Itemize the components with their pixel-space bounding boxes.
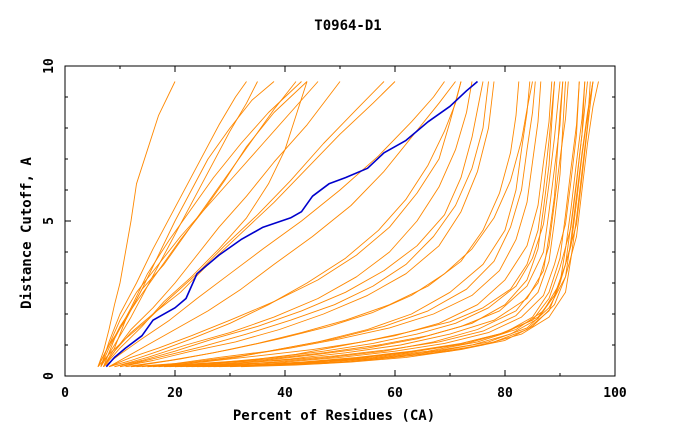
x-axis-label: Percent of Residues (CA) (233, 408, 435, 424)
series-line-22 (147, 81, 553, 368)
x-tick-label: 80 (497, 386, 513, 401)
y-tick-label: 5 (42, 217, 57, 225)
series-line-15 (108, 81, 462, 368)
series-line-9 (103, 81, 445, 368)
series-line-14 (103, 81, 308, 367)
chart-title: T0964-D1 (314, 18, 381, 34)
x-tick-label: 0 (61, 386, 69, 401)
series-line-20 (130, 81, 531, 368)
series-line-18 (119, 81, 495, 368)
series-line-43 (130, 81, 533, 368)
series-line-32 (169, 81, 566, 368)
series-line-5 (100, 81, 247, 367)
series-line-17 (114, 81, 484, 368)
series-line-37 (202, 81, 594, 368)
x-tick-label: 60 (387, 386, 403, 401)
series-line-24 (163, 81, 569, 368)
series-line-30 (180, 81, 564, 368)
series-line-36 (191, 81, 586, 368)
series-line-39 (229, 81, 586, 368)
series-line-11 (103, 81, 396, 367)
series-line-27 (196, 81, 580, 368)
y-axis-label: Distance Cutoff, A (19, 157, 35, 309)
series-line-42 (147, 81, 555, 368)
plot-area (97, 80, 599, 368)
series-line-23 (152, 81, 564, 368)
x-tick-label: 100 (603, 386, 627, 401)
series-line-33 (141, 81, 542, 368)
x-tick-label: 40 (277, 386, 293, 401)
series-line-40 (240, 81, 594, 368)
series-line-12 (100, 81, 258, 367)
series-line-2 (100, 81, 308, 367)
series-line-13 (108, 81, 456, 368)
y-tick-label: 0 (42, 372, 57, 380)
series-line-26 (185, 81, 588, 368)
series-line-31 (158, 81, 555, 368)
series-line-1 (97, 81, 176, 367)
series-line-3 (97, 81, 297, 367)
series-line-10 (97, 81, 319, 367)
series-line-35 (119, 81, 489, 368)
series-line-41 (174, 81, 561, 368)
x-tick-label: 20 (167, 386, 183, 401)
series-line-19 (114, 81, 473, 368)
series-line-16 (108, 81, 462, 368)
series-line-25 (174, 81, 580, 368)
y-tick-label: 10 (42, 58, 57, 74)
series-line-8 (103, 81, 275, 367)
axes: 0 20 40 60 80 100 0 5 10 (42, 58, 627, 401)
highlight-series-line (105, 80, 479, 368)
